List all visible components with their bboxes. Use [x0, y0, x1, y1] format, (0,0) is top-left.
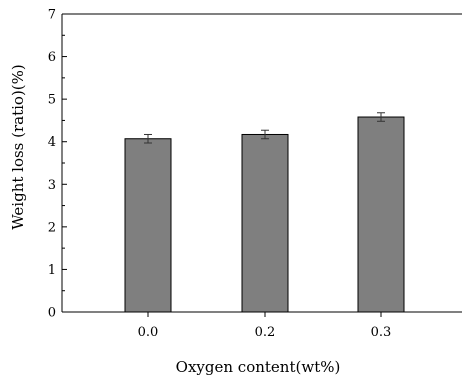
- y-tick-label: 1: [48, 263, 56, 278]
- y-tick-label: 4: [48, 135, 56, 150]
- y-tick-label: 6: [48, 50, 56, 65]
- x-axis-title: Oxygen content(wt%): [176, 358, 341, 376]
- y-tick-label: 2: [48, 220, 56, 235]
- y-tick-label: 0: [48, 306, 56, 321]
- x-tick-label: 0.2: [255, 325, 276, 340]
- y-tick-label: 5: [48, 93, 56, 108]
- y-axis-title: Weight loss (ratio)(%): [9, 64, 27, 230]
- bar: [241, 133, 289, 313]
- bar: [357, 116, 405, 313]
- plot-area: 0 1 2 3 4 5 6 7 0.0 0.2 0.3: [48, 8, 462, 340]
- y-tick-label: 7: [48, 8, 56, 23]
- x-tick-label: 0.0: [138, 325, 159, 340]
- y-tick-label: 3: [48, 178, 56, 193]
- x-tick-label: 0.3: [371, 325, 392, 340]
- bar: [124, 138, 172, 313]
